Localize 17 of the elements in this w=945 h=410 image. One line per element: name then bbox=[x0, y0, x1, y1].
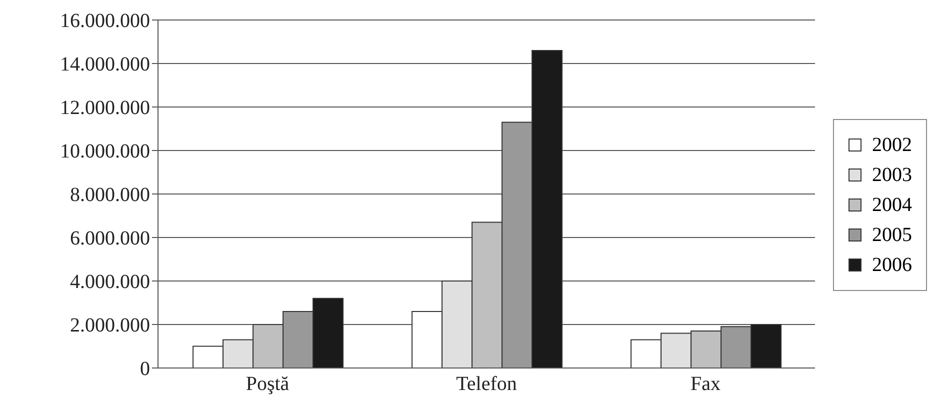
x-tick-label: Poştă bbox=[246, 373, 290, 396]
y-tick-label: 8.000.000 bbox=[70, 184, 150, 206]
y-tick-label: 12.000.000 bbox=[60, 97, 150, 120]
y-tick-label: 16.000.000 bbox=[60, 10, 150, 32]
y-tick-label: 0 bbox=[140, 358, 150, 380]
legend-label: 2003 bbox=[872, 163, 912, 188]
legend-label: 2002 bbox=[872, 133, 912, 158]
y-tick-label: 4.000.000 bbox=[70, 271, 150, 294]
y-tick-label: 2.000.000 bbox=[70, 314, 150, 337]
legend-label: 2004 bbox=[872, 193, 912, 218]
y-tick-label: 6.000.000 bbox=[70, 228, 150, 250]
x-tick-label: Fax bbox=[690, 373, 720, 396]
legend-label: 2005 bbox=[872, 223, 912, 248]
legend-label: 2006 bbox=[872, 253, 912, 278]
x-tick-label: Telefon bbox=[456, 373, 517, 396]
y-tick-label: 14.000.000 bbox=[60, 54, 150, 76]
y-tick-label: 10.000.000 bbox=[60, 140, 150, 163]
